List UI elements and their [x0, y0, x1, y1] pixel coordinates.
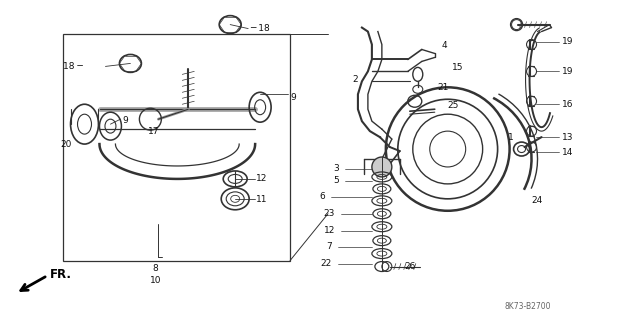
Text: 12: 12 — [256, 174, 268, 183]
Text: 18 ─: 18 ─ — [63, 62, 83, 71]
Text: 4: 4 — [442, 41, 447, 50]
Text: 21: 21 — [438, 83, 449, 92]
Text: 22: 22 — [321, 259, 332, 268]
Text: ─ 18: ─ 18 — [250, 24, 270, 33]
Text: 2: 2 — [352, 75, 358, 84]
Text: 26: 26 — [405, 262, 416, 271]
Text: 3: 3 — [333, 165, 339, 174]
Circle shape — [372, 157, 392, 177]
Text: 9: 9 — [122, 116, 128, 125]
Text: FR.: FR. — [49, 268, 72, 281]
Text: 8K73-B2700: 8K73-B2700 — [504, 302, 551, 311]
Text: 24: 24 — [532, 196, 543, 205]
Text: 23: 23 — [324, 209, 335, 218]
Text: 20: 20 — [61, 140, 72, 149]
Text: 13: 13 — [561, 133, 573, 142]
Text: 19: 19 — [561, 37, 573, 46]
Text: 1: 1 — [508, 133, 513, 142]
Text: 25: 25 — [448, 101, 459, 110]
Text: 6: 6 — [319, 192, 325, 201]
Text: 10: 10 — [150, 276, 161, 285]
Text: 11: 11 — [256, 195, 268, 204]
Text: 17: 17 — [148, 127, 160, 136]
Text: 8: 8 — [152, 264, 158, 273]
Text: 12: 12 — [324, 226, 335, 235]
Text: 15: 15 — [452, 63, 463, 72]
Text: 5: 5 — [333, 176, 339, 185]
Text: 7: 7 — [326, 242, 332, 251]
Text: 16: 16 — [561, 100, 573, 109]
Text: 19: 19 — [561, 67, 573, 76]
Text: 14: 14 — [561, 147, 573, 157]
Bar — [63, 33, 290, 261]
Text: 9: 9 — [290, 93, 296, 102]
